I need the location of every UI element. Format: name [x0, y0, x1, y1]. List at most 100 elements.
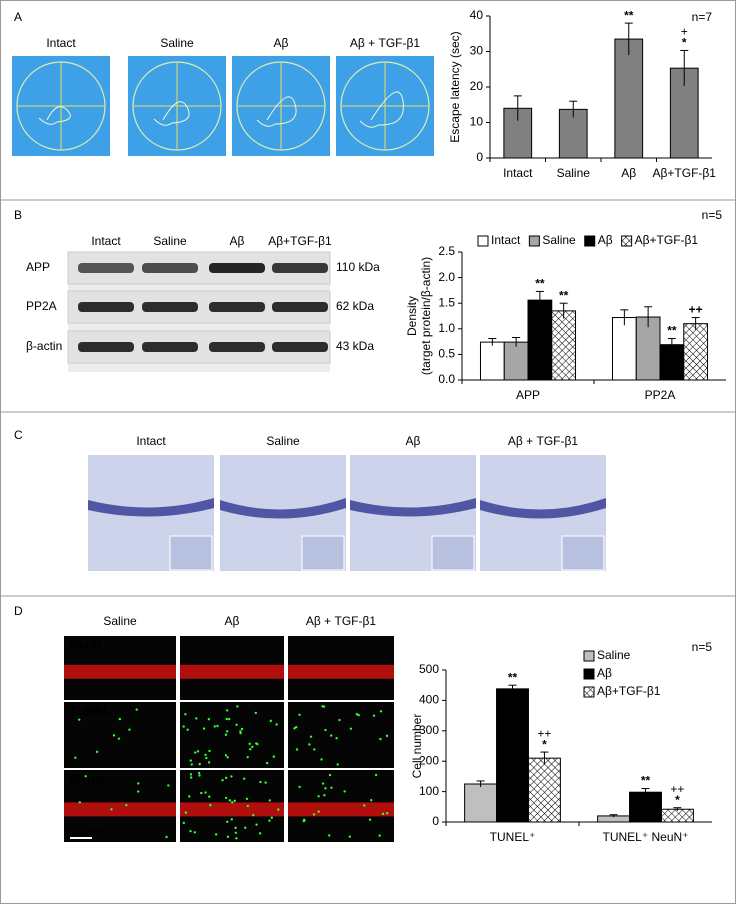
tunel-dot [308, 743, 311, 746]
band [272, 263, 328, 273]
tunel-dot [193, 831, 196, 834]
cell-layer [88, 498, 214, 517]
tunel-dot [328, 834, 331, 837]
tunel-dot [320, 758, 323, 761]
tunel-dot [216, 724, 219, 728]
tunel-dot [194, 751, 197, 754]
tunel-dot [207, 718, 211, 721]
tunel-dot [312, 813, 316, 816]
tunel-dot [322, 705, 326, 708]
tunel-dot [249, 748, 252, 751]
legend-label: Aβ+TGF-β1 [635, 233, 699, 247]
image-label: Aβ + TGF-β1 [350, 36, 420, 50]
neun-layer [64, 802, 176, 817]
tunel-dot [348, 835, 352, 838]
tunel-dot [225, 730, 229, 733]
bar [527, 299, 553, 381]
image-label: Saline [266, 434, 300, 448]
significance: * [542, 737, 547, 751]
tunel-dot [214, 833, 218, 836]
tunel-dot [277, 808, 280, 811]
significance: ** [559, 288, 569, 302]
tunel-dot [197, 771, 201, 775]
swim-path [256, 96, 297, 127]
bar [660, 808, 694, 823]
tunel-dot [244, 826, 247, 829]
tunel-dot [188, 795, 191, 798]
tunel-dot [335, 737, 338, 740]
tunel-dot [224, 754, 228, 757]
band [142, 342, 198, 352]
tunel-dot [239, 731, 242, 735]
image-label: Aβ + TGF-β1 [508, 434, 578, 448]
fluorescence-image [64, 702, 176, 768]
y-tick-label: 0 [432, 814, 439, 828]
significance: ** [667, 324, 677, 338]
tunel-dot [184, 811, 188, 814]
band [209, 302, 265, 312]
y-tick-label: 0 [476, 150, 483, 164]
image-label: Aβ + TGF-β1 [306, 614, 376, 628]
tunel-dot [368, 818, 372, 821]
blot-column: Intact [91, 234, 121, 248]
tunel-dot [167, 784, 170, 787]
tunel-dot [226, 835, 230, 839]
tunel-dot [294, 725, 298, 729]
tunel-dot [268, 799, 272, 802]
blot-column: Aβ+TGF-β1 [268, 234, 332, 248]
tunel-dot [213, 725, 216, 728]
band [209, 342, 265, 352]
tunel-dot [189, 829, 192, 833]
significance: ** [624, 8, 634, 22]
x-tick-label: Aβ [621, 166, 636, 180]
y-tick-label: 40 [470, 8, 484, 22]
neun-layer [288, 802, 394, 817]
significance: ++ [537, 726, 551, 740]
tunel-dot [196, 750, 200, 753]
tunel-dot [182, 821, 186, 825]
tunel-dot [137, 790, 140, 793]
legend-swatch [583, 650, 595, 662]
tunel-dot [372, 714, 376, 717]
tunel-dot [246, 755, 249, 759]
blot-row: β-actin [26, 339, 62, 353]
legend-label: Intact [491, 233, 521, 247]
cell-layer [220, 498, 346, 519]
tunel-dot [295, 748, 299, 751]
legend-swatch [583, 686, 595, 698]
tunel-dot [207, 761, 211, 764]
tunel-dot [189, 776, 193, 779]
inset [561, 535, 605, 571]
fluorescence-image [180, 702, 284, 768]
tunel-dot [233, 799, 236, 803]
inset [169, 535, 213, 571]
tunel-dot [112, 734, 116, 737]
tunel-dot [236, 705, 239, 708]
tunel-dot [324, 787, 327, 790]
band [272, 342, 328, 352]
tunel-dot [264, 781, 267, 784]
tunel-dot [234, 831, 238, 835]
tunel-dot [385, 734, 389, 738]
blot-row: PP2A [26, 299, 57, 313]
tunel-dot [165, 835, 168, 839]
band [78, 342, 134, 352]
x-tick-label: APP [516, 388, 540, 402]
tunel-dot [240, 727, 244, 731]
tunel-dot [309, 735, 313, 738]
tunel-dot [313, 748, 316, 751]
tunel-dot [317, 795, 320, 798]
tunel-dot [252, 813, 255, 817]
significance: + [681, 25, 688, 39]
tunel-dot [224, 796, 228, 800]
tunel-dot [275, 723, 278, 726]
significance: ++ [689, 303, 703, 317]
tunel-dot [195, 717, 198, 720]
tunel-dot [330, 786, 333, 789]
tunel-dot [242, 777, 246, 780]
legend-label: Aβ [597, 666, 612, 680]
y-axis-title: (target protein/β-actin) [419, 257, 433, 375]
legend-swatch [621, 235, 633, 247]
tunel-dot [255, 823, 258, 826]
